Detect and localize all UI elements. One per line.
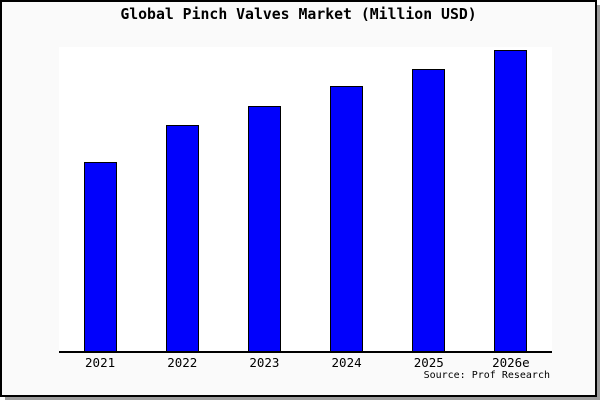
chart-title: Global Pinch Valves Market (Million USD) [120, 6, 477, 23]
bar-2024 [330, 86, 364, 351]
x-tick-label: 2022 [167, 355, 198, 370]
bar-2021 [83, 162, 117, 351]
x-tick-label: 2021 [85, 355, 116, 370]
x-tick-label: 2023 [249, 355, 280, 370]
bar-2022 [165, 125, 199, 351]
bar-2026e [494, 50, 528, 351]
x-tick-label: 2024 [331, 355, 362, 370]
source-credit: Source: Prof Research [423, 370, 550, 381]
bar-2023 [247, 106, 281, 351]
plot-area [59, 47, 552, 353]
x-tick-label: 2025 [413, 355, 444, 370]
bar-2025 [412, 69, 446, 351]
x-tick-label: 2026e [492, 355, 530, 370]
